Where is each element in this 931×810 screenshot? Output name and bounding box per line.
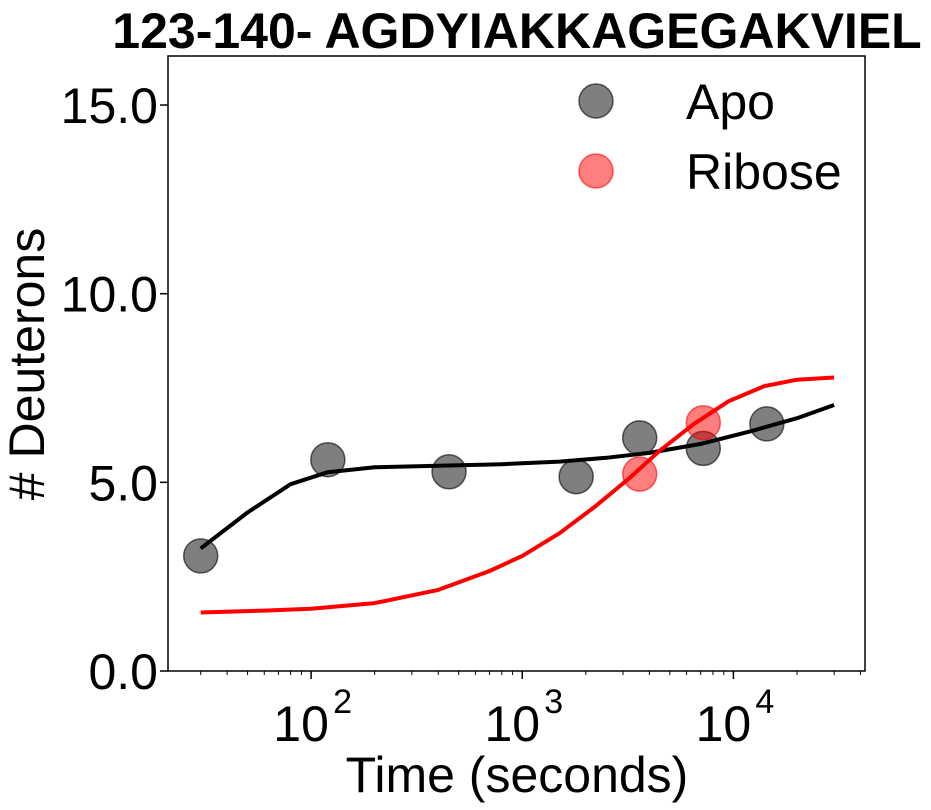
- data-point-apo: [311, 443, 345, 477]
- y-tick-label: 15.0: [61, 78, 158, 134]
- legend: Apo Ribose: [579, 74, 842, 200]
- y-axis-label: # Deuterons: [0, 228, 55, 500]
- y-axis: 0.0 5.0 10.0 15.0: [61, 78, 168, 700]
- y-tick-label: 0.0: [88, 644, 158, 700]
- data-point-ribose: [623, 457, 657, 491]
- x-tick-label-base: 10: [696, 696, 752, 752]
- y-tick-label: 5.0: [88, 455, 158, 511]
- legend-marker-ribose: [579, 154, 613, 188]
- x-axis-label: Time (seconds): [346, 747, 689, 803]
- x-axis: 10 2 10 3 10 4: [201, 671, 861, 752]
- fit-line-apo: [201, 405, 834, 548]
- plot-area: [184, 378, 834, 613]
- data-point-apo: [432, 455, 466, 489]
- x-tick-label-base: 10: [484, 696, 540, 752]
- fit-line-ribose: [201, 378, 834, 613]
- data-point-apo: [559, 460, 593, 494]
- legend-label-apo: Apo: [686, 74, 775, 130]
- legend-label-ribose: Ribose: [686, 144, 842, 200]
- data-point-apo: [623, 421, 657, 455]
- data-point-apo: [184, 539, 218, 573]
- data-point-apo: [750, 407, 784, 441]
- x-tick-label-exponent: 2: [333, 683, 352, 721]
- legend-marker-apo: [579, 84, 613, 118]
- x-tick-label-base: 10: [273, 696, 329, 752]
- x-tick-label-exponent: 3: [544, 683, 563, 721]
- data-point-ribose: [686, 406, 720, 440]
- chart-title: 123-140- AGDYIAKKAGEGAKVIEL: [112, 3, 921, 59]
- x-tick-label-exponent: 4: [755, 683, 774, 721]
- y-tick-label: 10.0: [61, 267, 158, 323]
